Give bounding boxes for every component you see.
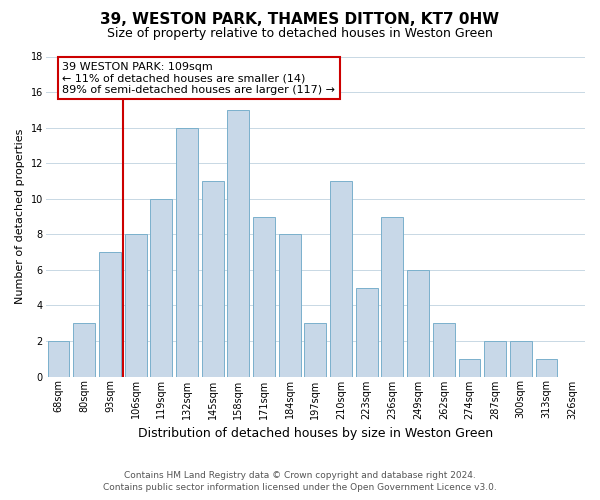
Bar bbox=[125, 234, 146, 376]
Bar bbox=[433, 323, 455, 376]
Y-axis label: Number of detached properties: Number of detached properties bbox=[15, 129, 25, 304]
Bar bbox=[227, 110, 249, 376]
Bar bbox=[458, 358, 481, 376]
Bar bbox=[407, 270, 429, 376]
Bar bbox=[73, 323, 95, 376]
Bar bbox=[536, 358, 557, 376]
Bar bbox=[253, 216, 275, 376]
Text: 39 WESTON PARK: 109sqm
← 11% of detached houses are smaller (14)
89% of semi-det: 39 WESTON PARK: 109sqm ← 11% of detached… bbox=[62, 62, 335, 95]
Bar bbox=[330, 181, 352, 376]
Bar bbox=[356, 288, 377, 376]
Bar bbox=[47, 341, 70, 376]
Bar bbox=[382, 216, 403, 376]
Bar bbox=[176, 128, 198, 376]
Bar bbox=[279, 234, 301, 376]
Bar bbox=[99, 252, 121, 376]
Text: 39, WESTON PARK, THAMES DITTON, KT7 0HW: 39, WESTON PARK, THAMES DITTON, KT7 0HW bbox=[100, 12, 500, 28]
Text: Size of property relative to detached houses in Weston Green: Size of property relative to detached ho… bbox=[107, 28, 493, 40]
Bar bbox=[484, 341, 506, 376]
Bar bbox=[510, 341, 532, 376]
Bar bbox=[304, 323, 326, 376]
X-axis label: Distribution of detached houses by size in Weston Green: Distribution of detached houses by size … bbox=[138, 427, 493, 440]
Bar bbox=[151, 198, 172, 376]
Text: Contains HM Land Registry data © Crown copyright and database right 2024.
Contai: Contains HM Land Registry data © Crown c… bbox=[103, 471, 497, 492]
Bar bbox=[202, 181, 224, 376]
